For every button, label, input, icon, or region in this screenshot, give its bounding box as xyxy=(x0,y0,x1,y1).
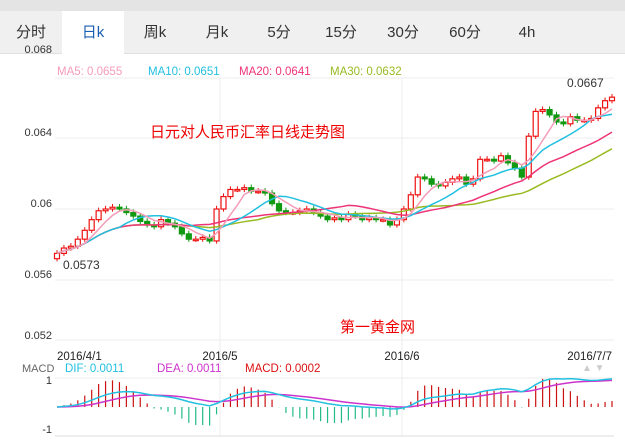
dif-line xyxy=(56,377,613,410)
candle-down xyxy=(546,108,553,116)
macd-tick-label: -1 xyxy=(42,424,52,436)
candle-up xyxy=(532,110,539,137)
ma10-line xyxy=(56,113,613,255)
candle-down xyxy=(116,206,123,210)
tab-5[interactable]: 15分 xyxy=(325,24,357,41)
candle-down xyxy=(178,226,185,235)
min-price-label: 0.0573 xyxy=(63,258,100,272)
dif-legend: DIF: 0.0011 xyxy=(65,363,125,375)
candle-up xyxy=(255,190,262,194)
candle-up xyxy=(227,188,234,198)
candle-down xyxy=(324,215,331,221)
candle-up xyxy=(539,108,546,112)
candle-down xyxy=(511,162,518,169)
ma20-legend: MA20: 0.0641 xyxy=(239,66,311,78)
candle-up xyxy=(484,158,491,162)
candle-up xyxy=(53,252,61,260)
macd-title: MACD xyxy=(22,363,55,375)
x-tick-label: 2016/5 xyxy=(202,351,237,363)
candle-up xyxy=(407,194,414,210)
candle-down xyxy=(428,178,435,185)
candle-up xyxy=(88,219,95,231)
candle-down xyxy=(421,176,428,180)
dea-legend: DEA: 0.0011 xyxy=(157,363,222,375)
candle-up xyxy=(220,195,227,210)
candle-up xyxy=(157,219,165,228)
ma5-line xyxy=(56,108,613,255)
y-tick-label: 0.068 xyxy=(24,44,52,56)
candle-down xyxy=(560,121,567,125)
candle-up xyxy=(379,219,387,222)
candle-down xyxy=(185,233,192,240)
y-tick-label: 0.06 xyxy=(31,198,52,210)
max-price-label: 0.0667 xyxy=(567,76,604,90)
candle-up xyxy=(102,208,109,212)
tab-1[interactable]: 日k xyxy=(62,11,124,54)
y-tick-label: 0.056 xyxy=(24,269,52,281)
candle-up xyxy=(234,188,241,192)
ma5-legend: MA5: 0.0655 xyxy=(57,66,123,78)
tab-4[interactable]: 5分 xyxy=(267,24,291,41)
y-tick-label: 0.064 xyxy=(24,127,52,139)
candle-up xyxy=(595,107,602,120)
candle-down xyxy=(338,217,345,221)
candle-up xyxy=(497,155,505,162)
tab-6[interactable]: 30分 xyxy=(387,24,419,41)
chart-title: 日元对人民币汇率日线走势图 xyxy=(150,124,346,141)
x-tick-label: 2016/6 xyxy=(384,351,419,363)
candle-up xyxy=(213,208,220,242)
tab-2[interactable]: 周k xyxy=(143,24,167,41)
ma10-legend: MA10: 0.0651 xyxy=(148,66,220,78)
x-tick-label: 2016/7/7 xyxy=(567,351,612,363)
candle-down xyxy=(275,203,283,212)
macd-legend: MACD: 0.0002 xyxy=(245,363,321,375)
candle-up xyxy=(109,206,116,210)
top-strip xyxy=(0,0,625,11)
candle-up xyxy=(456,176,463,180)
candle-up xyxy=(95,210,102,221)
candle-down xyxy=(490,158,498,162)
macd-tick-label: 1 xyxy=(46,375,52,387)
candle-up xyxy=(608,96,616,102)
scroll-arrows-icon[interactable]: ▲ ▼ xyxy=(582,363,605,374)
tab-0[interactable]: 分时 xyxy=(15,24,46,41)
tab-3[interactable]: 月k xyxy=(205,24,229,41)
y-tick-label: 0.052 xyxy=(24,330,52,342)
candle-down xyxy=(130,211,137,217)
ma30-legend: MA30: 0.0632 xyxy=(330,66,402,78)
candle-up xyxy=(67,245,74,249)
ma20-line xyxy=(56,131,613,255)
candle-up xyxy=(601,100,609,109)
tab-7[interactable]: 60分 xyxy=(449,24,481,41)
x-tick-label: 2016/4/1 xyxy=(57,351,102,363)
candle-up xyxy=(414,176,421,196)
candle-up xyxy=(331,217,338,221)
candle-up xyxy=(81,229,88,240)
candle-up xyxy=(192,238,199,242)
period-tabs: 分时 日k 周k 月k 5分 15分 30分 60分 4h xyxy=(0,11,625,54)
candle-up xyxy=(199,236,206,240)
candle-up xyxy=(241,187,248,191)
candle-down xyxy=(518,167,525,178)
watermark: 第一黄金网 xyxy=(340,319,416,336)
tab-8[interactable]: 4h xyxy=(518,24,536,41)
